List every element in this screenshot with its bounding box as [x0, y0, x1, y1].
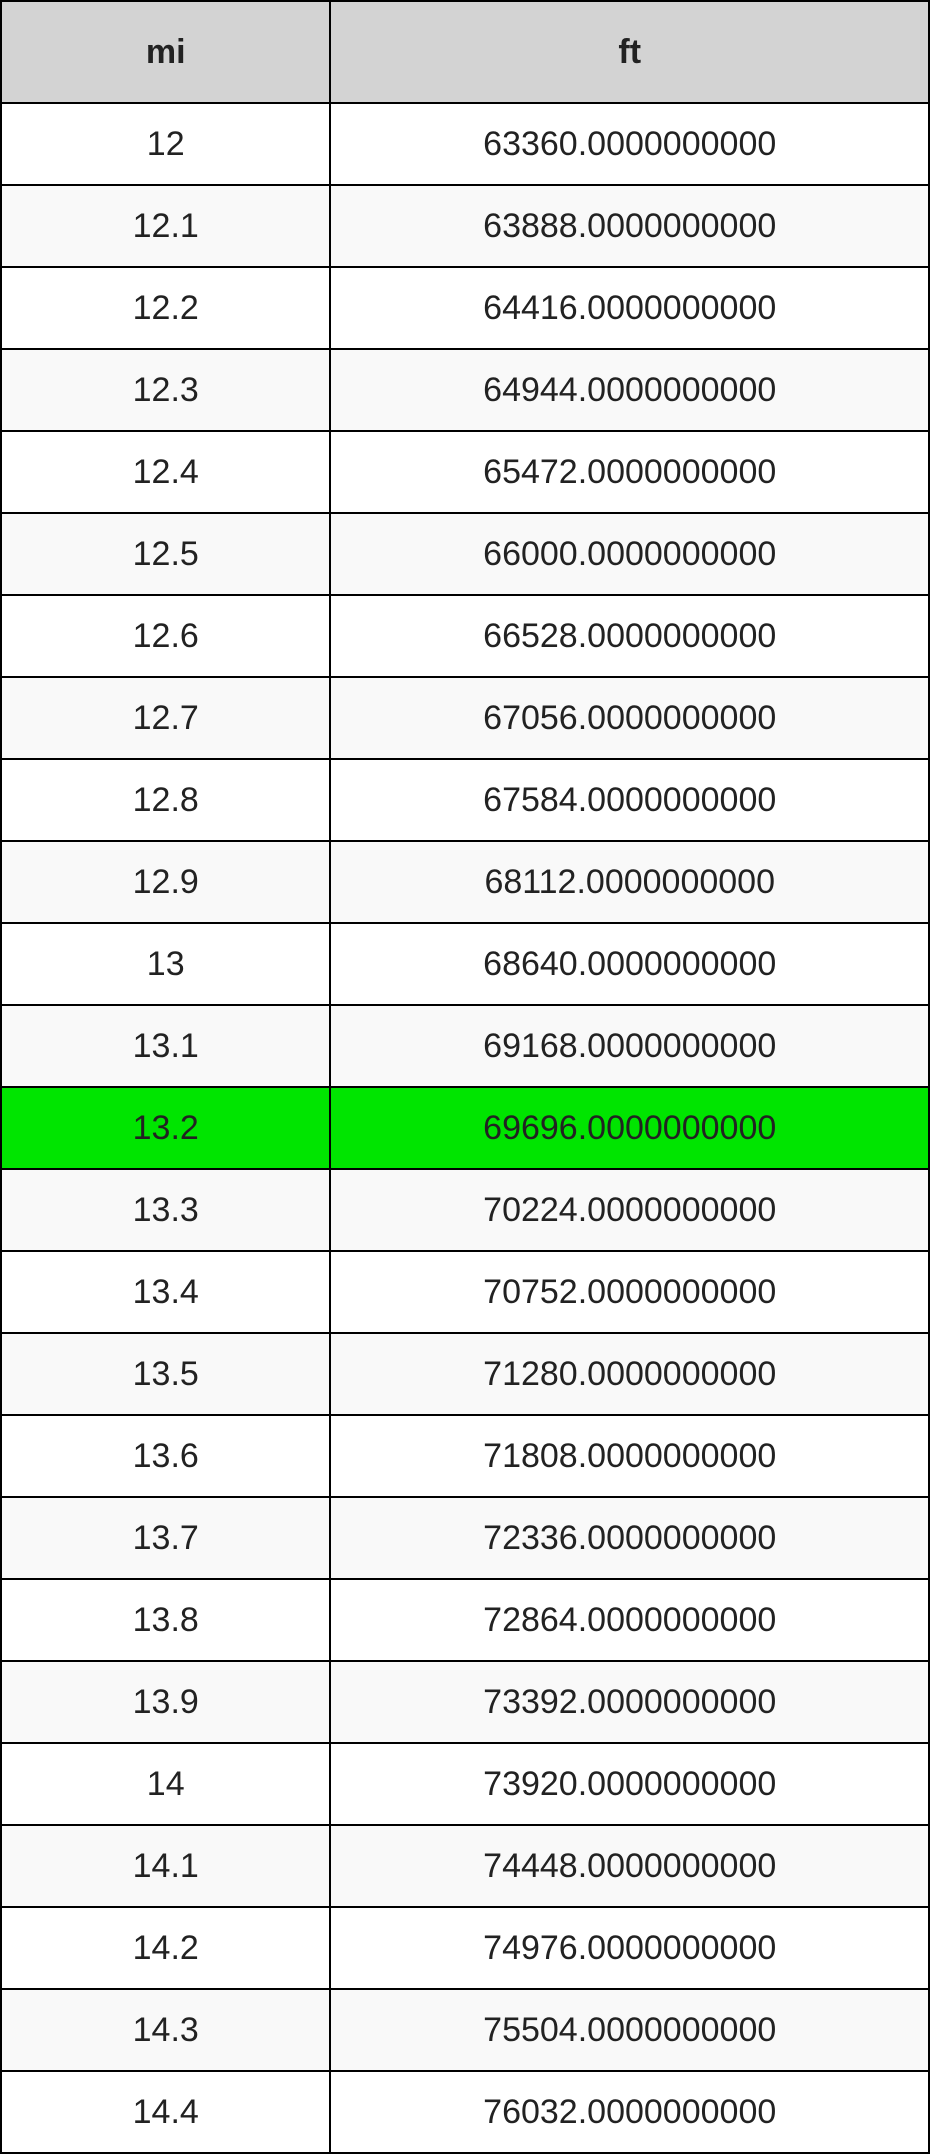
table-row: 13.973392.0000000000 — [1, 1661, 929, 1743]
cell-ft: 76032.0000000000 — [330, 2071, 929, 2153]
cell-ft: 65472.0000000000 — [330, 431, 929, 513]
cell-ft: 74448.0000000000 — [330, 1825, 929, 1907]
cell-ft: 70752.0000000000 — [330, 1251, 929, 1333]
cell-mi: 12.3 — [1, 349, 330, 431]
cell-mi: 14.1 — [1, 1825, 330, 1907]
cell-ft: 73920.0000000000 — [330, 1743, 929, 1825]
cell-mi: 12.7 — [1, 677, 330, 759]
cell-ft: 72864.0000000000 — [330, 1579, 929, 1661]
table-row: 12.767056.0000000000 — [1, 677, 929, 759]
cell-mi: 12.5 — [1, 513, 330, 595]
table-row: 13.671808.0000000000 — [1, 1415, 929, 1497]
cell-ft: 67056.0000000000 — [330, 677, 929, 759]
table-row: 12.264416.0000000000 — [1, 267, 929, 349]
cell-ft: 74976.0000000000 — [330, 1907, 929, 1989]
cell-mi: 13.4 — [1, 1251, 330, 1333]
cell-mi: 14 — [1, 1743, 330, 1825]
table-row: 12.465472.0000000000 — [1, 431, 929, 513]
cell-mi: 12.4 — [1, 431, 330, 513]
table-row: 14.476032.0000000000 — [1, 2071, 929, 2153]
cell-mi: 13.2 — [1, 1087, 330, 1169]
table-row: 12.364944.0000000000 — [1, 349, 929, 431]
cell-ft: 68112.0000000000 — [330, 841, 929, 923]
cell-ft: 70224.0000000000 — [330, 1169, 929, 1251]
cell-ft: 75504.0000000000 — [330, 1989, 929, 2071]
cell-mi: 13.1 — [1, 1005, 330, 1087]
cell-mi: 12 — [1, 103, 330, 185]
cell-ft: 69696.0000000000 — [330, 1087, 929, 1169]
cell-mi: 13.9 — [1, 1661, 330, 1743]
cell-mi: 12.6 — [1, 595, 330, 677]
table-row: 13.169168.0000000000 — [1, 1005, 929, 1087]
table-row: 14.274976.0000000000 — [1, 1907, 929, 1989]
table-row: 14.174448.0000000000 — [1, 1825, 929, 1907]
cell-mi: 13 — [1, 923, 330, 1005]
table-row: 14.375504.0000000000 — [1, 1989, 929, 2071]
table-row: 13.872864.0000000000 — [1, 1579, 929, 1661]
cell-mi: 13.5 — [1, 1333, 330, 1415]
table-row: 12.666528.0000000000 — [1, 595, 929, 677]
table-row: 13.470752.0000000000 — [1, 1251, 929, 1333]
table-row: 13.370224.0000000000 — [1, 1169, 929, 1251]
cell-mi: 12.2 — [1, 267, 330, 349]
cell-mi: 12.1 — [1, 185, 330, 267]
cell-mi: 12.9 — [1, 841, 330, 923]
column-header-ft: ft — [330, 1, 929, 103]
table-row: 13.571280.0000000000 — [1, 1333, 929, 1415]
cell-ft: 66000.0000000000 — [330, 513, 929, 595]
cell-ft: 72336.0000000000 — [330, 1497, 929, 1579]
table-row: 12.163888.0000000000 — [1, 185, 929, 267]
cell-ft: 67584.0000000000 — [330, 759, 929, 841]
cell-ft: 71280.0000000000 — [330, 1333, 929, 1415]
table-row: 1368640.0000000000 — [1, 923, 929, 1005]
conversion-table: mift 1263360.000000000012.163888.0000000… — [0, 0, 930, 2154]
column-header-mi: mi — [1, 1, 330, 103]
cell-mi: 13.8 — [1, 1579, 330, 1661]
cell-ft: 64944.0000000000 — [330, 349, 929, 431]
cell-ft: 68640.0000000000 — [330, 923, 929, 1005]
cell-mi: 13.3 — [1, 1169, 330, 1251]
table-row: 13.269696.0000000000 — [1, 1087, 929, 1169]
cell-mi: 14.4 — [1, 2071, 330, 2153]
table-row: 1473920.0000000000 — [1, 1743, 929, 1825]
cell-ft: 63888.0000000000 — [330, 185, 929, 267]
table-row: 12.867584.0000000000 — [1, 759, 929, 841]
cell-mi: 13.6 — [1, 1415, 330, 1497]
table-row: 13.772336.0000000000 — [1, 1497, 929, 1579]
cell-ft: 69168.0000000000 — [330, 1005, 929, 1087]
cell-mi: 12.8 — [1, 759, 330, 841]
cell-mi: 14.2 — [1, 1907, 330, 1989]
table-row: 12.566000.0000000000 — [1, 513, 929, 595]
cell-mi: 14.3 — [1, 1989, 330, 2071]
cell-ft: 64416.0000000000 — [330, 267, 929, 349]
table-row: 1263360.0000000000 — [1, 103, 929, 185]
table-row: 12.968112.0000000000 — [1, 841, 929, 923]
cell-ft: 71808.0000000000 — [330, 1415, 929, 1497]
cell-ft: 66528.0000000000 — [330, 595, 929, 677]
table-header-row: mift — [1, 1, 929, 103]
cell-ft: 63360.0000000000 — [330, 103, 929, 185]
cell-ft: 73392.0000000000 — [330, 1661, 929, 1743]
cell-mi: 13.7 — [1, 1497, 330, 1579]
